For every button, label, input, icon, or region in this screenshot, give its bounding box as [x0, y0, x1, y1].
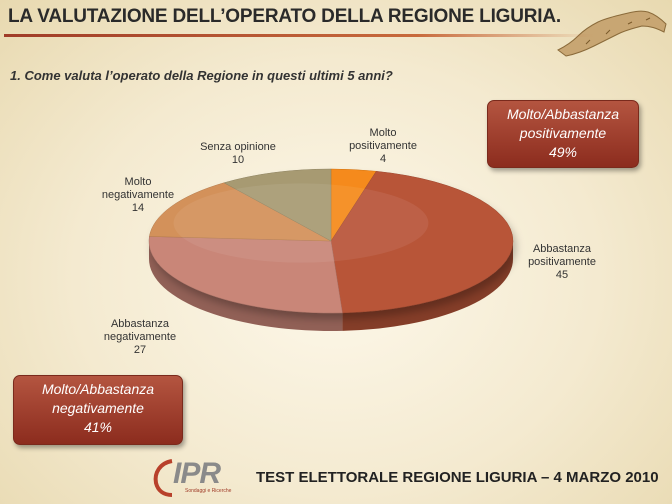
- summary-positive-value: 49%: [548, 144, 578, 160]
- slice-label-senza-opinione: Senza opinione 10: [200, 141, 276, 166]
- summary-negative-line2: negativamente: [52, 400, 144, 416]
- pie-slice-side-1: [342, 241, 513, 331]
- logo-subtitle: Sondaggi e Ricerche: [185, 488, 232, 494]
- slice-label-molto-positivamente: Molto positivamente 4: [349, 127, 417, 165]
- summary-negative-value: 41%: [83, 419, 113, 435]
- pie-highlight: [173, 183, 429, 263]
- slice-label-abbastanza-positivamente: Abbastanza positivamente 45: [528, 243, 596, 281]
- slice-label-abbastanza-negativamente: Abbastanza negativamente 27: [103, 318, 177, 356]
- summary-positive-box: Molto/Abbastanza positivamente 49%: [487, 100, 639, 168]
- summary-negative-line1: Molto/Abbastanza: [41, 381, 155, 397]
- slide-title: LA VALUTAZIONE DELL’OPERATO DELLA REGION…: [8, 6, 561, 27]
- pie-slices: [148, 168, 514, 314]
- pie-slice-side-2: [149, 241, 343, 331]
- summary-positive-line1: Molto/Abbastanza: [506, 106, 620, 122]
- slice-label-molto-negativamente: Molto negativamente 14: [101, 176, 175, 214]
- pie-depth: [149, 241, 513, 331]
- summary-positive-line2: positivamente: [519, 125, 607, 141]
- liguria-map-icon: [557, 10, 667, 57]
- summary-negative-box: Molto/Abbastanza negativamente 41%: [13, 375, 183, 445]
- question-text: 1. Come valuta l’operato della Regione i…: [10, 68, 393, 83]
- footer-text: TEST ELETTORALE REGIONE LIGURIA – 4 MARZ…: [256, 469, 659, 486]
- title-divider: [4, 34, 594, 37]
- ipr-logo-icon: [153, 459, 173, 497]
- logo-text: IPR: [173, 457, 221, 490]
